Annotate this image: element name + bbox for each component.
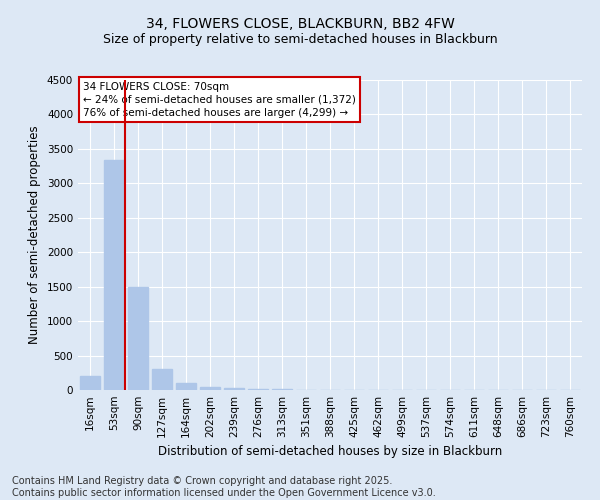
Text: 34, FLOWERS CLOSE, BLACKBURN, BB2 4FW: 34, FLOWERS CLOSE, BLACKBURN, BB2 4FW <box>146 18 454 32</box>
Bar <box>176 383 196 390</box>
Bar <box>200 386 220 390</box>
Text: Contains HM Land Registry data © Crown copyright and database right 2025.
Contai: Contains HM Land Registry data © Crown c… <box>12 476 436 498</box>
Text: 34 FLOWERS CLOSE: 70sqm
← 24% of semi-detached houses are smaller (1,372)
76% of: 34 FLOWERS CLOSE: 70sqm ← 24% of semi-de… <box>83 82 356 118</box>
Bar <box>128 288 148 390</box>
Text: Size of property relative to semi-detached houses in Blackburn: Size of property relative to semi-detach… <box>103 32 497 46</box>
Bar <box>248 389 268 390</box>
Bar <box>152 368 172 390</box>
Y-axis label: Number of semi-detached properties: Number of semi-detached properties <box>28 126 41 344</box>
Bar <box>224 388 244 390</box>
Bar <box>104 160 124 390</box>
Bar <box>80 376 100 390</box>
X-axis label: Distribution of semi-detached houses by size in Blackburn: Distribution of semi-detached houses by … <box>158 446 502 458</box>
